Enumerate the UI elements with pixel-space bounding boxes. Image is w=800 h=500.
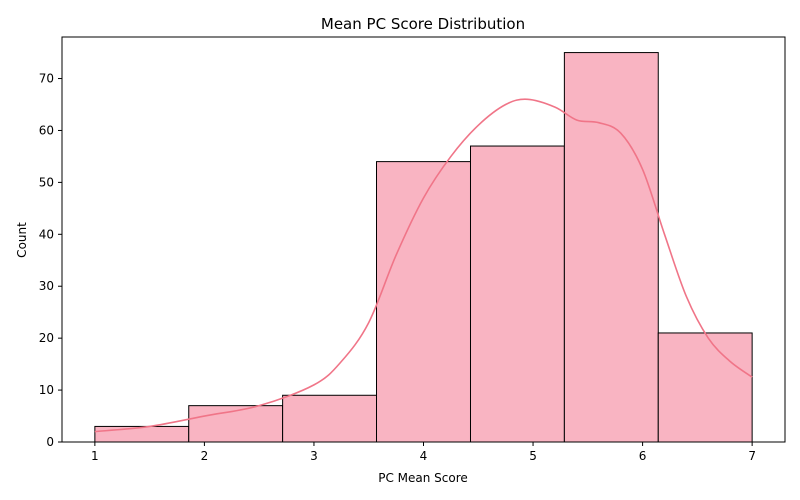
histogram-bar (563, 52, 659, 443)
y-tick-label: 10 (39, 383, 54, 397)
y-tick-label: 20 (39, 331, 54, 345)
x-tick-label: 7 (748, 449, 756, 463)
x-tick-label: 4 (420, 449, 428, 463)
y-axis-ticks: 0 10 20 30 40 50 60 70 (39, 72, 62, 449)
histogram-bar (469, 145, 565, 443)
x-tick-label: 3 (310, 449, 318, 463)
histogram-bar (376, 161, 471, 443)
kde-curve (94, 98, 753, 433)
chart-title: Mean PC Score Distribution (321, 15, 525, 33)
y-tick-label: 60 (39, 123, 54, 137)
y-tick-label: 70 (39, 72, 54, 86)
x-tick-label: 2 (201, 449, 209, 463)
x-axis-ticks: 1 2 3 4 5 6 7 (91, 442, 756, 463)
histogram-bar (282, 394, 378, 443)
histogram-bar (94, 425, 190, 443)
y-tick-label: 40 (39, 227, 54, 241)
x-axis-label: PC Mean Score (378, 471, 468, 485)
x-tick-label: 1 (91, 449, 99, 463)
y-tick-label: 50 (39, 175, 54, 189)
histogram-bar (657, 332, 753, 443)
y-tick-label: 30 (39, 279, 54, 293)
x-tick-label: 6 (639, 449, 647, 463)
histogram-bar (188, 405, 284, 443)
x-tick-label: 5 (529, 449, 537, 463)
bars-group (94, 52, 753, 443)
y-tick-label: 0 (46, 435, 54, 449)
y-axis-label: Count (15, 222, 29, 258)
